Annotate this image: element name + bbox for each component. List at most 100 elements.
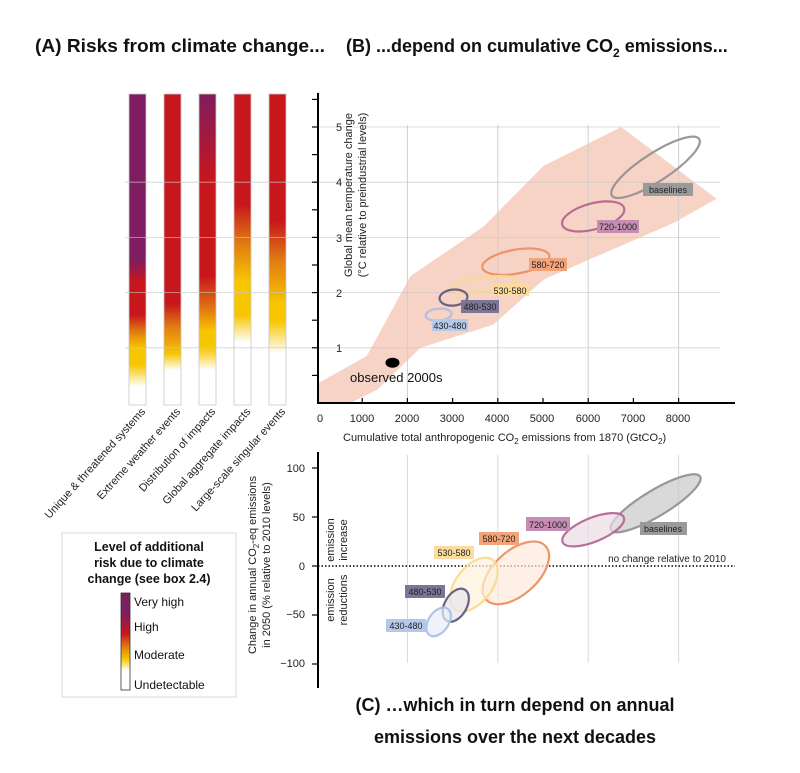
label-bg (432, 319, 468, 331)
y-tick-label: 4 (336, 177, 342, 189)
label-bg (491, 284, 529, 296)
x-axis-title-part: Cumulative total anthropogenic CO (343, 432, 515, 444)
legend-color-bar (120, 592, 131, 691)
legend-level: High (134, 620, 159, 634)
c-y-axis-title-line1: Change in annual CO2-eq emissions (247, 475, 261, 654)
scenario-label: 480-530 (408, 587, 441, 597)
label-bg (434, 546, 474, 559)
y-axis-title-line1: Global mean temperature change (343, 113, 355, 277)
label-bg (597, 220, 639, 233)
scenario-ellipse-c (425, 606, 452, 638)
scenario-ellipse-c (561, 512, 626, 548)
scenario-label: baselines (649, 185, 688, 195)
x-axis-title-sub: 2 (514, 437, 519, 446)
c-y-axis-title-line2: in 2050 (% relative to 2010 levels) (261, 482, 273, 648)
grid-over-bars (125, 126, 720, 349)
y-tick-label: 5 (336, 122, 342, 134)
y-tick-label: −100 (280, 658, 305, 670)
y-tick-label: 1 (336, 343, 342, 355)
y-tick-label: 2 (336, 288, 342, 300)
risk-legend: Level of additional risk due to climate … (61, 532, 237, 698)
emission-increase-line1: emission (325, 518, 337, 561)
x-tick-label: 1000 (350, 413, 374, 425)
x-axis-title: Cumulative total anthropogenic CO2 emiss… (343, 432, 666, 446)
uncertainty-plume (319, 127, 717, 403)
emission-increase-line2: increase (338, 519, 350, 561)
risk-bar (163, 93, 182, 406)
x-tick-label: 6000 (576, 413, 600, 425)
scenario-ellipse-b (481, 247, 551, 276)
panel-b-scenario-labels: baselines 720-1000 580-720 530-580 480-5… (432, 183, 693, 331)
label-bg (461, 300, 499, 313)
y-tick-label: 50 (293, 512, 305, 524)
c-y-axis-title-part: Change in annual CO (247, 548, 259, 654)
observed-point (385, 357, 400, 368)
panel-b-title: (B) ...depend on cumulative CO2 emission… (346, 36, 728, 60)
scenario-label: baselines (644, 524, 683, 534)
x-tick-label: 0 (317, 413, 323, 425)
label-bg (479, 532, 519, 545)
scenario-ellipses (385, 135, 702, 638)
x-axis-title-part: ) (663, 432, 667, 444)
risk-bar (128, 93, 147, 406)
legend-title-line: risk due to climate (94, 556, 204, 570)
panel-c-title-line1: (C) …which in turn depend on annual (356, 695, 675, 715)
c-y-axis-title-sub: 2 (252, 543, 261, 548)
scenario-label: 580-720 (482, 534, 515, 544)
scenario-label: 430-480 (433, 321, 466, 331)
scenario-label: 530-580 (493, 286, 526, 296)
y-tick-label: 3 (336, 233, 342, 245)
emission-reductions-line1: emission (325, 578, 337, 621)
scenario-ellipse-b (438, 288, 469, 307)
legend-level: Undetectable (134, 678, 205, 692)
panel-b-axis-labels: 0 1000 2000 3000 4000 5000 6000 7000 800… (317, 113, 690, 446)
y-tick-label: −50 (286, 609, 305, 621)
x-tick-label: 5000 (530, 413, 554, 425)
observed-label: observed 2000s (350, 370, 443, 385)
y-tick-label: 0 (299, 561, 305, 573)
scenario-label: 480-530 (463, 302, 496, 312)
x-tick-label: 4000 (485, 413, 509, 425)
panel-c-labels: 100 50 0 −50 −100 Change in annual CO2-e… (247, 463, 726, 670)
panel-b-title-text: (B) ...depend on cumulative CO (346, 36, 613, 56)
c-y-axis-title-part: -eq emissions (247, 475, 259, 543)
risk-bar (198, 93, 217, 406)
x-tick-label: 7000 (621, 413, 645, 425)
x-tick-label: 3000 (440, 413, 464, 425)
x-tick-label: 2000 (395, 413, 419, 425)
emission-reductions-line2: reductions (338, 574, 350, 625)
no-change-label: no change relative to 2010 (608, 554, 726, 565)
legend-title-line: change (see box 2.4) (88, 572, 211, 586)
risk-bars (128, 93, 287, 406)
legend-level: Very high (134, 595, 184, 609)
y-axis-title-line2: (°C relative to preindustrial levels) (357, 113, 369, 278)
panel-a-title: (A) Risks from climate change... (35, 36, 325, 56)
legend-box (61, 532, 237, 698)
label-bg (529, 258, 567, 271)
axes (312, 93, 735, 688)
panel-b-title-text-end: emissions... (620, 36, 728, 56)
risk-bar (233, 93, 252, 406)
x-axis-title-part: emissions from 1870 (GtCO (519, 432, 659, 444)
scenario-label: 720-1000 (599, 222, 637, 232)
label-bg (526, 517, 570, 531)
label-bg (640, 522, 687, 535)
panel-b-title-sub: 2 (613, 46, 620, 60)
x-tick-label: 8000 (666, 413, 690, 425)
risk-bar (268, 93, 287, 406)
scenario-ellipse-b (610, 135, 701, 200)
label-bg (386, 619, 426, 632)
scenario-label: 720-1000 (529, 520, 567, 530)
scenario-label: 430-480 (389, 621, 422, 631)
scenario-ellipse-b (560, 200, 626, 233)
legend-level: Moderate (134, 648, 185, 662)
legend-title-line: Level of additional (94, 540, 204, 554)
label-bg (405, 585, 445, 598)
x-axis-title-sub: 2 (658, 437, 663, 446)
panel-c-title-line2: emissions over the next decades (374, 727, 656, 747)
scenario-label: 580-720 (531, 260, 564, 270)
y-tick-label: 100 (287, 463, 305, 475)
label-bg (643, 183, 693, 196)
scenario-label: 530-580 (437, 548, 470, 558)
